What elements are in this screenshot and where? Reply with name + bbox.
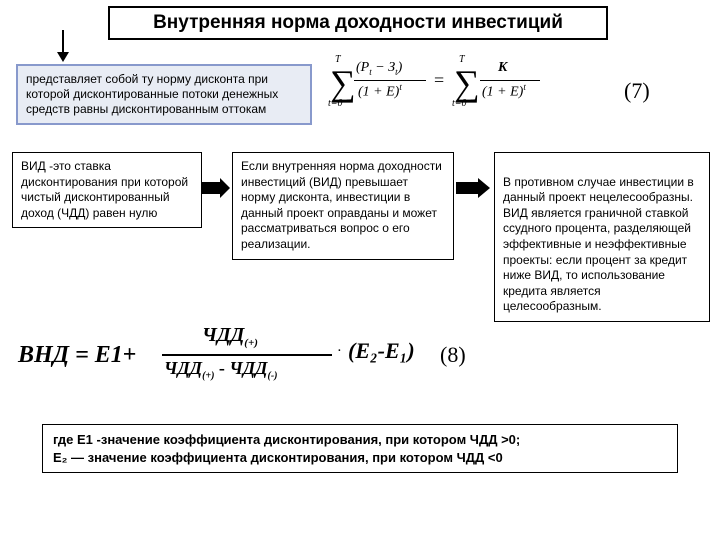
box-mid: Если внутренняя норма доходности инвести… — [232, 152, 454, 260]
definition-text: представляет собой ту норму дисконта при… — [26, 72, 278, 116]
f8-den1s: (+) — [202, 371, 214, 382]
f8-e2e1: (E₂-E₁) — [348, 338, 415, 364]
bottom-line2: Е₂ — значение коэффициента дисконтирован… — [53, 449, 667, 467]
box-right-text: В противном случае инвестиции в данный п… — [503, 175, 694, 314]
eq7-label: (7) — [624, 78, 650, 104]
f7-T2: T — [459, 54, 465, 65]
f7-T1: T — [335, 54, 341, 65]
formula-7: ∑ T t=0 (Pt − Зt) (1 + E)t = ∑ T t=0 K (… — [330, 58, 610, 116]
page-title: Внутренняя норма доходности инвестиций — [108, 6, 608, 40]
box-mid-text: Если внутренняя норма доходности инвести… — [241, 159, 442, 251]
arrow-mid-right — [456, 178, 492, 198]
f7-P: P — [361, 60, 370, 75]
f8-den2s: (-) — [267, 371, 277, 382]
box-left: ВИД -это ставка дисконтирования при кото… — [12, 152, 202, 228]
bottom-line1: где Е1 -значение коэффициента дисконтиро… — [53, 431, 667, 449]
f7-K: K — [498, 60, 507, 76]
f7-E1: E — [386, 85, 395, 100]
formula-8: ВНД = Е1+ ЧДД(+) ЧДД(+) - ЧДД(-) . (E₂-E… — [18, 324, 438, 394]
f8-num-sub: (+) — [244, 337, 258, 349]
arrow-title-to-def — [48, 30, 78, 64]
f8-lhs: ВНД = Е1+ — [18, 342, 136, 369]
bottom-box: где Е1 -значение коэффициента дисконтиро… — [42, 424, 678, 473]
box-left-text: ВИД -это ставка дисконтирования при кото… — [21, 159, 188, 220]
eq8-label: (8) — [440, 342, 466, 368]
f8-den2: ЧДД — [229, 358, 267, 378]
f8-num: ЧДД — [202, 324, 244, 346]
f7-E2: E — [510, 85, 519, 100]
definition-box: представляет собой ту норму дисконта при… — [16, 64, 312, 125]
box-right: В противном случае инвестиции в данный п… — [494, 152, 710, 322]
f7-t0-2: t=0 — [452, 98, 467, 109]
title-text: Внутренняя норма доходности инвестиций — [153, 12, 563, 33]
f7-t0-1: t=0 — [328, 98, 343, 109]
arrow-left-mid — [202, 178, 232, 198]
f8-den1: ЧДД — [164, 358, 202, 378]
